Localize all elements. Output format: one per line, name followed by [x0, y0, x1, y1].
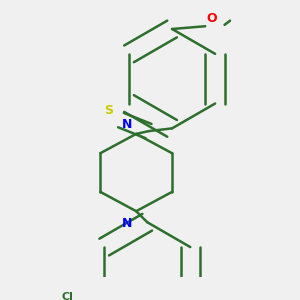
Text: O: O — [207, 12, 217, 25]
Text: Cl: Cl — [62, 292, 74, 300]
Text: S: S — [104, 104, 113, 117]
Text: N: N — [122, 118, 132, 131]
Text: N: N — [122, 217, 132, 230]
